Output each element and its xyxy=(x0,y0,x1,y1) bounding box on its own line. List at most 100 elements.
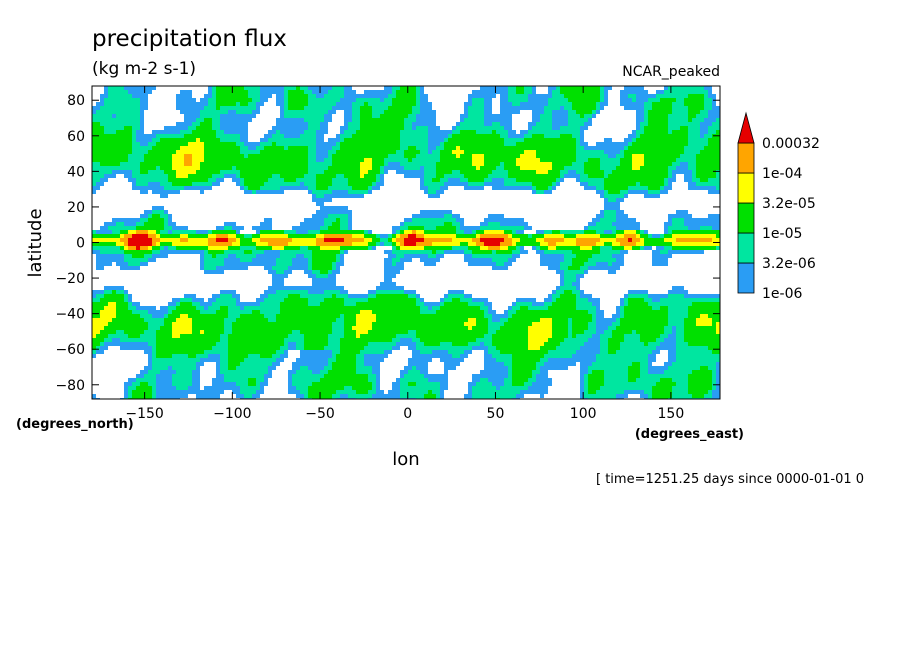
contour-cell xyxy=(708,142,712,146)
contour-cell xyxy=(232,138,236,142)
contour-cell xyxy=(680,134,684,138)
contour-cell xyxy=(204,102,208,106)
contour-cell xyxy=(376,130,380,134)
contour-cell xyxy=(604,154,608,158)
contour-cell xyxy=(208,90,212,94)
contour-cell xyxy=(700,150,704,154)
contour-cell xyxy=(660,234,664,238)
contour-cell xyxy=(696,118,700,122)
contour-cell xyxy=(432,174,436,178)
contour-cell xyxy=(564,110,568,114)
contour-cell xyxy=(492,234,496,238)
contour-cell xyxy=(336,134,340,138)
contour-cell xyxy=(328,242,332,246)
contour-cell xyxy=(572,90,576,94)
contour-cell xyxy=(364,118,368,122)
contour-cell xyxy=(240,158,244,162)
contour-cell xyxy=(292,94,296,98)
contour-cell xyxy=(128,90,132,94)
contour-cell xyxy=(560,234,564,238)
contour-cell xyxy=(484,242,488,246)
contour-cell xyxy=(592,218,596,222)
contour-cell xyxy=(380,162,384,166)
contour-cell xyxy=(576,162,580,166)
contour-cell xyxy=(548,234,552,238)
contour-cell xyxy=(488,246,492,250)
contour-cell xyxy=(160,222,164,226)
contour-cell xyxy=(436,214,440,218)
contour-cell xyxy=(364,146,368,150)
contour-cell xyxy=(360,102,364,106)
contour-cell xyxy=(256,190,260,194)
contour-cell xyxy=(256,90,260,94)
contour-cell xyxy=(96,142,100,146)
contour-cell xyxy=(600,242,604,246)
contour-cell xyxy=(284,146,288,150)
contour-cell xyxy=(608,86,612,90)
contour-cell xyxy=(452,126,456,130)
contour-cell xyxy=(192,98,196,102)
contour-cell xyxy=(412,102,416,106)
contour-cell xyxy=(588,162,592,166)
contour-cell xyxy=(296,118,300,122)
contour-cell xyxy=(176,122,180,126)
contour-cell xyxy=(92,118,96,122)
contour-cell xyxy=(100,250,104,254)
contour-cell xyxy=(140,150,144,154)
contour-cell xyxy=(652,186,656,190)
contour-cell xyxy=(288,242,292,246)
contour-cell xyxy=(304,226,308,230)
contour-cell xyxy=(248,150,252,154)
contour-cell xyxy=(696,182,700,186)
contour-cell xyxy=(576,230,580,234)
contour-cell xyxy=(168,218,172,222)
contour-cell xyxy=(452,138,456,142)
contour-cell xyxy=(536,110,540,114)
contour-cell xyxy=(440,134,444,138)
contour-cell xyxy=(364,182,368,186)
contour-cell xyxy=(608,138,612,142)
contour-cell xyxy=(248,142,252,146)
contour-cell xyxy=(304,170,308,174)
contour-cell xyxy=(308,186,312,190)
contour-cell xyxy=(628,86,632,90)
contour-cell xyxy=(376,182,380,186)
contour-cell xyxy=(700,110,704,114)
contour-cell xyxy=(468,134,472,138)
contour-cell xyxy=(396,110,400,114)
contour-cell xyxy=(296,246,300,250)
contour-cell xyxy=(268,222,272,226)
contour-cell xyxy=(664,150,668,154)
contour-cell xyxy=(408,158,412,162)
contour-cell xyxy=(268,246,272,250)
contour-cell xyxy=(176,102,180,106)
contour-cell xyxy=(672,234,676,238)
contour-cell xyxy=(212,94,216,98)
contour-cell xyxy=(180,126,184,130)
contour-cell xyxy=(436,246,440,250)
contour-cell xyxy=(440,214,444,218)
contour-cell xyxy=(560,118,564,122)
contour-cell xyxy=(636,166,640,170)
contour-cell xyxy=(140,214,144,218)
contour-cell xyxy=(656,126,660,130)
contour-cell xyxy=(624,174,628,178)
contour-cell xyxy=(324,246,328,250)
contour-cell xyxy=(408,162,412,166)
contour-cell xyxy=(416,94,420,98)
contour-cell xyxy=(716,242,720,246)
contour-cell xyxy=(296,234,300,238)
contour-cell xyxy=(568,142,572,146)
contour-cell xyxy=(172,238,176,242)
contour-cell xyxy=(424,138,428,142)
contour-cell xyxy=(596,142,600,146)
contour-cell xyxy=(464,226,468,230)
contour-cell xyxy=(140,122,144,126)
contour-cell xyxy=(664,174,668,178)
contour-cell xyxy=(652,110,656,114)
contour-cell xyxy=(528,150,532,154)
contour-cell xyxy=(612,162,616,166)
contour-cell xyxy=(672,226,676,230)
contour-cell xyxy=(448,242,452,246)
contour-cell xyxy=(592,166,596,170)
